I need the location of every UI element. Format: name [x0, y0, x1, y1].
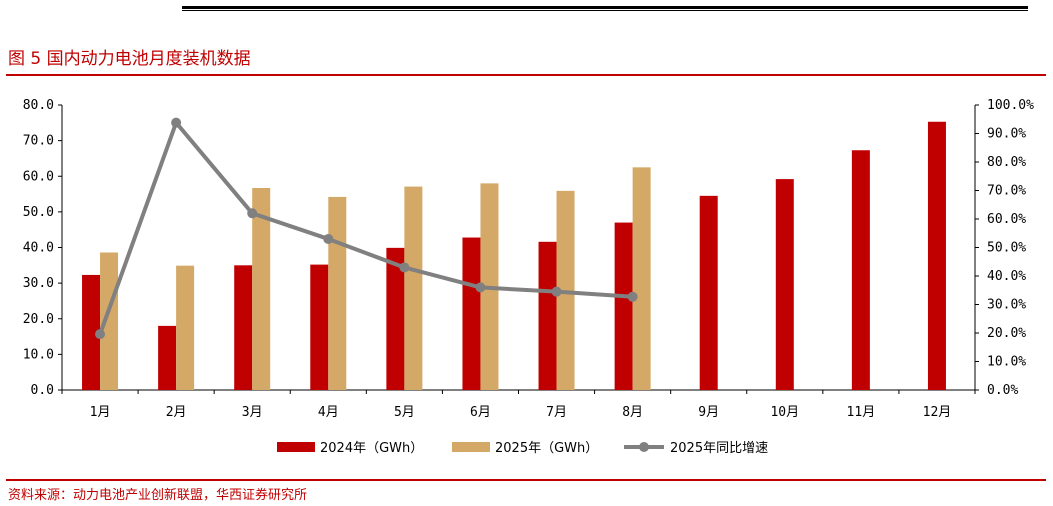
legend-label-yoy: 2025年同比增速 — [670, 441, 768, 456]
x-tick-label: 12月 — [923, 405, 952, 420]
top-rule — [182, 6, 1028, 9]
bar-2025-1 — [100, 252, 119, 390]
x-tick-label: 7月 — [546, 405, 567, 420]
bar-2024-7 — [538, 241, 557, 390]
y-left-tick-label: 10.0 — [23, 347, 54, 362]
legend: 2024年（GWh） 2025年（GWh） 2025年同比增速 — [277, 441, 768, 456]
bar-2024-2 — [158, 325, 177, 390]
yoy-point-2 — [171, 117, 182, 128]
y-left-tick-label: 60.0 — [23, 169, 54, 184]
bar-2025-2 — [176, 265, 195, 390]
yoy-point-1 — [95, 329, 106, 340]
yoy-polyline — [98, 120, 633, 335]
yoy-point-5 — [399, 262, 410, 273]
axes: 0.0 10.0 20.0 30.0 40.0 50.0 60.0 70.0 80.0 0.0% 1… — [23, 98, 1034, 398]
bar-2024-6 — [462, 237, 481, 390]
y-right-tick-label: 100.0% — [987, 98, 1034, 113]
bar-2024-11 — [851, 150, 870, 390]
bar-2024-3 — [234, 265, 253, 390]
legend-label-2025: 2025年（GWh） — [495, 441, 598, 456]
y-right-tick-label: 20.0% — [987, 326, 1026, 341]
figure-title: 图 5 国内动力电池月度装机数据 — [8, 49, 251, 69]
x-tick-label: 10月 — [770, 405, 799, 420]
legend-label-2024: 2024年（GWh） — [320, 441, 423, 456]
bar-2024-4 — [310, 264, 329, 390]
legend-swatch-2025 — [452, 442, 490, 452]
yoy-line — [95, 117, 638, 340]
y-right-tick-label: 60.0% — [987, 212, 1026, 227]
bar-2025-5 — [404, 186, 423, 390]
x-tick-label: 3月 — [242, 405, 263, 420]
title-divider — [6, 74, 1046, 76]
bar-2025-4 — [328, 196, 347, 390]
y-left-tick-label: 30.0 — [23, 276, 54, 291]
x-tick-label: 5月 — [394, 405, 415, 420]
source-divider — [6, 479, 1046, 481]
top-rule-thin — [182, 10, 1028, 11]
y-left-tick-label: 50.0 — [23, 205, 54, 220]
x-tick-label: 2月 — [166, 405, 187, 420]
yoy-point-4 — [323, 233, 334, 244]
y-right-tick-label: 90.0% — [987, 127, 1026, 142]
y-right-tick-label: 70.0% — [987, 184, 1026, 199]
y-right-tick-label: 80.0% — [987, 155, 1026, 170]
yoy-point-8 — [627, 291, 638, 302]
yoy-point-7 — [551, 286, 562, 297]
bar-2024-10 — [775, 179, 794, 390]
x-tick-labels: 1月 2月 3月 4月 5月 6月 7月 8月 9月 10月 11月 12月 — [90, 405, 952, 420]
x-tick-label: 11月 — [847, 405, 876, 420]
bar-2024-9 — [699, 195, 718, 390]
y-right-tick-label: 30.0% — [987, 298, 1026, 313]
x-tick-label: 6月 — [470, 405, 491, 420]
y-right-tick-label: 40.0% — [987, 269, 1026, 284]
x-tick-label: 1月 — [90, 405, 111, 420]
x-tick-label: 4月 — [318, 405, 339, 420]
x-tick-label: 8月 — [622, 405, 643, 420]
x-tick-label: 9月 — [698, 405, 719, 420]
bar-2024-12 — [927, 121, 946, 391]
yoy-point-3 — [247, 208, 258, 219]
y-right-tick-label: 0.0% — [987, 383, 1018, 398]
y-left-tick-label: 0.0 — [31, 383, 54, 398]
bars — [82, 121, 946, 391]
legend-swatch-2024 — [277, 442, 315, 452]
bar-2025-8 — [632, 167, 651, 390]
y-left-tick-label: 20.0 — [23, 312, 54, 327]
bar-2024-5 — [386, 247, 405, 390]
bar-2024-1 — [82, 274, 101, 390]
y-left-tick-label: 80.0 — [23, 98, 54, 113]
yoy-point-6 — [475, 282, 486, 293]
source-note: 资料来源：动力电池产业创新联盟，华西证券研究所 — [8, 488, 308, 503]
y-right-tick-label: 50.0% — [987, 241, 1026, 256]
bar-2025-3 — [252, 188, 271, 390]
y-left-tick-label: 40.0 — [23, 241, 54, 256]
bar-2024-8 — [614, 222, 633, 390]
y-right-tick-label: 10.0% — [987, 355, 1026, 370]
y-left-tick-label: 70.0 — [23, 134, 54, 149]
legend-marker-yoy — [639, 442, 649, 452]
